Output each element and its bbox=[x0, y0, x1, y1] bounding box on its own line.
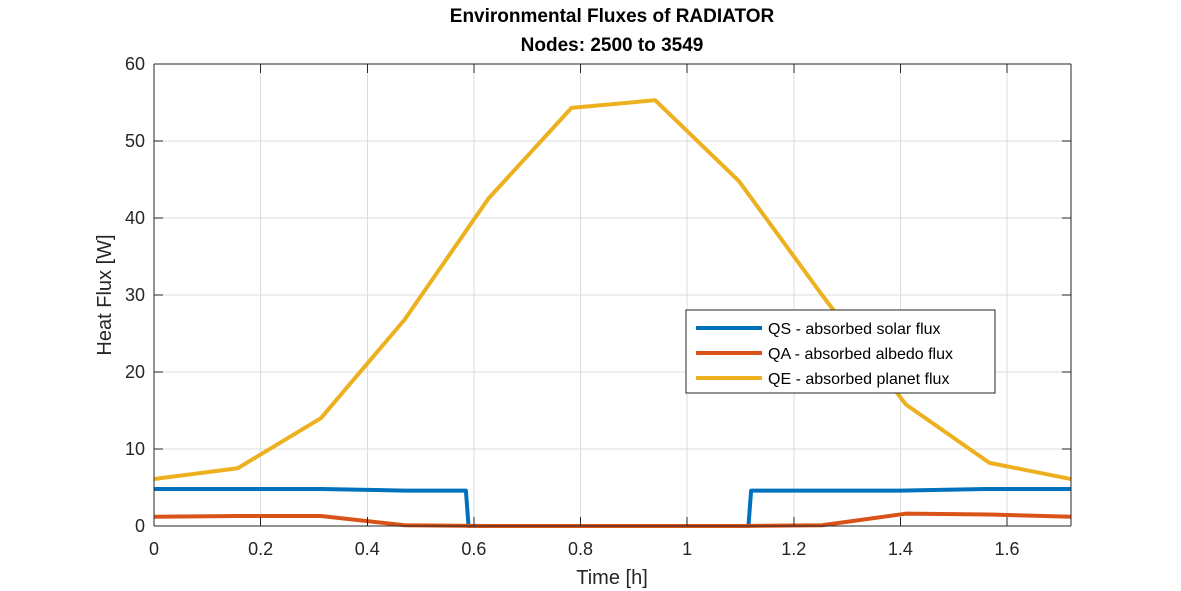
x-tick-label: 1.4 bbox=[888, 539, 913, 559]
grid-layer bbox=[153, 63, 1071, 527]
y-tick-label: 20 bbox=[125, 362, 145, 382]
legend-items: QS - absorbed solar flux QA - absorbed al… bbox=[696, 321, 953, 388]
x-tick-label: 0 bbox=[149, 539, 159, 559]
x-tick-label: 0.8 bbox=[568, 539, 593, 559]
y-tick-label: 50 bbox=[125, 131, 145, 151]
x-tick-label: 0.4 bbox=[355, 539, 380, 559]
legend-entry: QE - absorbed planet flux bbox=[696, 371, 949, 388]
series-line-2 bbox=[153, 511, 1072, 528]
legend-entry: QA - absorbed albedo flux bbox=[696, 346, 953, 363]
y-tick-label: 60 bbox=[125, 54, 145, 74]
chart-title: Environmental Fluxes of RADIATOR bbox=[450, 6, 775, 27]
y-tick-label: 40 bbox=[125, 208, 145, 228]
legend-label: QE - absorbed planet flux bbox=[768, 371, 949, 388]
x-tick-label: 1 bbox=[682, 539, 692, 559]
y-axis-label: Heat Flux [W] bbox=[94, 234, 116, 355]
legend-label: QA - absorbed albedo flux bbox=[768, 346, 953, 363]
legend-label: QS - absorbed solar flux bbox=[768, 321, 941, 338]
y-tick-label: 30 bbox=[125, 285, 145, 305]
series-line-3 bbox=[153, 98, 1072, 482]
x-tick-label: 0.2 bbox=[248, 539, 273, 559]
legend: QS - absorbed solar flux QA - absorbed al… bbox=[685, 309, 996, 394]
x-tick-label: 1.2 bbox=[781, 539, 806, 559]
x-tick-label: 1.6 bbox=[995, 539, 1020, 559]
chart-subtitle: Nodes: 2500 to 3549 bbox=[521, 35, 704, 56]
x-axis-label: Time [h] bbox=[576, 567, 648, 589]
legend-entry: QS - absorbed solar flux bbox=[696, 321, 941, 338]
series-line-1 bbox=[154, 487, 1071, 528]
x-tick-label: 0.6 bbox=[461, 539, 486, 559]
ticks-layer: 0 0.2 0.4 0.6 0.8 1 1.2 1.4 1.6 0 10 20 30 40 50 60 bbox=[125, 54, 1071, 559]
y-tick-label: 0 bbox=[135, 516, 145, 536]
y-tick-label: 10 bbox=[125, 439, 145, 459]
